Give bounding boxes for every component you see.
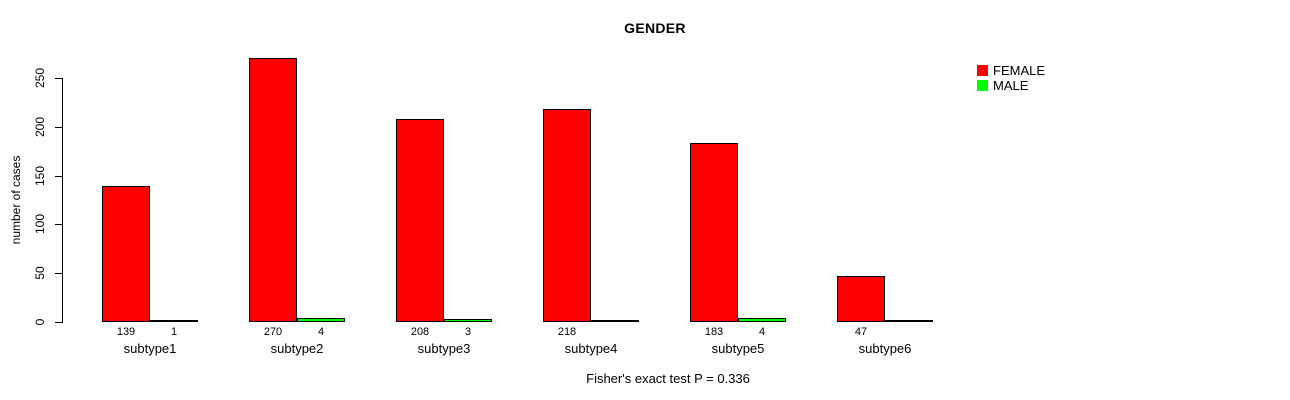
bar-female-subtype3 [396, 119, 444, 322]
x-category-label: subtype4 [564, 341, 618, 356]
bar-value-label: 270 [263, 326, 283, 338]
y-tick [55, 127, 62, 128]
y-tick [55, 224, 62, 225]
y-tick-label: 250 [33, 67, 47, 89]
bar-female-subtype5 [690, 143, 738, 322]
bar-value-label: 183 [704, 326, 724, 338]
y-tick-label: 50 [33, 266, 47, 280]
bar-value-label: 47 [854, 326, 868, 338]
bar-female-subtype4 [543, 109, 591, 322]
bar-female-subtype6 [837, 276, 885, 322]
y-tick-label: 200 [33, 116, 47, 138]
bar-value-label: 139 [116, 326, 136, 338]
x-category-label: subtype1 [123, 341, 177, 356]
bar-female-subtype1 [102, 186, 150, 322]
y-tick-label: 0 [33, 318, 47, 326]
bar-male-subtype4 [591, 320, 639, 322]
legend-label-male: MALE [993, 78, 1029, 93]
bar-female-subtype2 [249, 58, 297, 322]
bar-value-label: 218 [557, 326, 577, 338]
bar-male-subtype2 [297, 318, 345, 322]
bar-male-subtype5 [738, 318, 786, 322]
x-category-label: subtype6 [858, 341, 912, 356]
legend: FEMALE MALE [977, 63, 1045, 93]
bar-value-label: 1 [170, 326, 178, 338]
y-tick-label: 100 [33, 213, 47, 235]
y-tick [55, 78, 62, 79]
legend-item-female: FEMALE [977, 63, 1045, 78]
y-axis-line [62, 78, 63, 323]
bar-male-subtype3 [444, 319, 492, 322]
bar-male-subtype1 [150, 320, 198, 322]
bar-value-label: 208 [410, 326, 430, 338]
y-axis-label: number of cases [9, 155, 23, 245]
x-category-label: subtype2 [270, 341, 324, 356]
legend-item-male: MALE [977, 78, 1045, 93]
legend-swatch-female [977, 65, 988, 76]
chart-title: GENDER [624, 20, 686, 36]
stat-test-annotation: Fisher's exact test P = 0.336 [586, 371, 750, 386]
bar-male-subtype6 [885, 320, 933, 322]
bar-value-label: 4 [317, 326, 325, 338]
y-tick-label: 150 [33, 165, 47, 187]
legend-swatch-male [977, 80, 988, 91]
bar-value-label: 4 [758, 326, 766, 338]
x-category-label: subtype3 [417, 341, 471, 356]
y-tick [55, 176, 62, 177]
bar-value-label: 3 [464, 326, 472, 338]
y-tick [55, 273, 62, 274]
x-category-label: subtype5 [711, 341, 765, 356]
y-tick [55, 322, 62, 323]
legend-label-female: FEMALE [993, 63, 1046, 78]
